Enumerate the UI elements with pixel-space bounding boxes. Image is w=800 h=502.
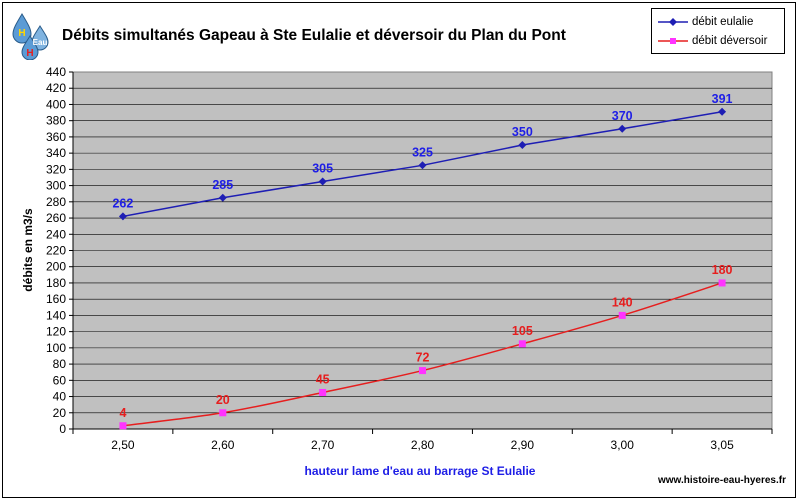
data-point-eulalie	[418, 161, 427, 170]
legend-item-deversoir: débit déversoir	[658, 33, 767, 49]
legend-label-deversoir: débit déversoir	[692, 35, 768, 47]
y-tick-label: 440	[46, 65, 66, 79]
x-tick-label: 2,90	[511, 438, 535, 452]
legend: débit eulalie débit déversoir	[651, 8, 785, 54]
y-tick-label: 60	[53, 373, 67, 387]
y-tick-label: 80	[53, 357, 67, 371]
data-label-eulalie: 305	[312, 162, 333, 176]
data-point-eulalie	[518, 141, 527, 150]
legend-swatch-deversoir	[658, 38, 688, 44]
legend-label-eulalie: débit eulalie	[692, 16, 754, 28]
data-point-eulalie	[618, 124, 627, 133]
y-tick-label: 140	[46, 308, 66, 322]
x-tick-label: 2,80	[411, 438, 435, 452]
data-label-eulalie: 391	[712, 92, 733, 106]
data-point-deversoir	[319, 388, 327, 396]
y-tick-label: 20	[53, 406, 67, 420]
logo-text-bottom: H	[26, 48, 33, 59]
data-label-eulalie: 262	[112, 196, 133, 210]
data-point-deversoir	[419, 367, 426, 375]
data-label-eulalie: 350	[512, 125, 533, 139]
data-point-eulalie	[218, 193, 227, 202]
y-tick-label: 240	[46, 227, 66, 241]
y-tick-label: 420	[46, 81, 66, 95]
x-axis-title: hauteur lame d'eau au barrage St Eulalie	[304, 464, 536, 478]
x-tick-label: 3,05	[710, 438, 734, 452]
y-tick-label: 280	[46, 195, 66, 209]
legend-item-eulalie: débit eulalie	[658, 14, 753, 30]
data-label-deversoir: 105	[512, 324, 533, 338]
data-label-deversoir: 180	[712, 263, 733, 277]
data-label-eulalie: 285	[212, 178, 233, 192]
data-point-eulalie	[118, 212, 127, 221]
x-tick-label: 2,60	[211, 438, 235, 452]
data-point-deversoir	[518, 340, 526, 348]
chart-title: Débits simultanés Gapeau à Ste Eulalie e…	[62, 27, 566, 44]
y-tick-label: 40	[53, 390, 67, 404]
y-tick-label: 0	[59, 422, 66, 436]
data-point-eulalie	[318, 177, 327, 186]
y-tick-label: 340	[46, 146, 66, 160]
data-point-eulalie	[718, 107, 727, 116]
logo-text-top: H	[18, 28, 25, 39]
data-label-deversoir: 4	[119, 406, 126, 420]
y-tick-label: 380	[46, 114, 66, 128]
y-tick-label: 180	[46, 276, 66, 290]
logo-text-mid: Eau	[33, 38, 48, 47]
logo: H Eau H	[12, 13, 49, 60]
data-label-deversoir: 72	[416, 351, 430, 365]
y-tick-label: 360	[46, 130, 66, 144]
data-label-deversoir: 20	[216, 393, 230, 407]
y-tick-label: 260	[46, 211, 66, 225]
credit-text: www.histoire-eau-hyeres.fr	[658, 475, 786, 486]
y-tick-label: 300	[46, 179, 66, 193]
y-tick-label: 120	[46, 325, 66, 339]
data-label-eulalie: 325	[412, 145, 433, 159]
y-tick-label: 400	[46, 97, 66, 111]
y-tick-label: 220	[46, 244, 66, 258]
y-tick-label: 320	[46, 162, 66, 176]
data-label-eulalie: 370	[612, 109, 633, 123]
y-tick-label: 160	[46, 292, 66, 306]
data-point-deversoir	[618, 311, 626, 319]
x-tick-label: 2,70	[311, 438, 335, 452]
data-point-deversoir	[718, 279, 726, 287]
data-point-deversoir	[119, 422, 127, 430]
data-label-deversoir: 45	[316, 372, 330, 386]
y-tick-label: 200	[46, 260, 66, 274]
y-tick-label: 100	[46, 341, 66, 355]
data-label-deversoir: 140	[612, 295, 633, 309]
data-point-deversoir	[219, 409, 227, 417]
x-tick-label: 3,00	[611, 438, 635, 452]
x-tick-label: 2,50	[111, 438, 135, 452]
legend-swatch-eulalie	[658, 18, 688, 26]
